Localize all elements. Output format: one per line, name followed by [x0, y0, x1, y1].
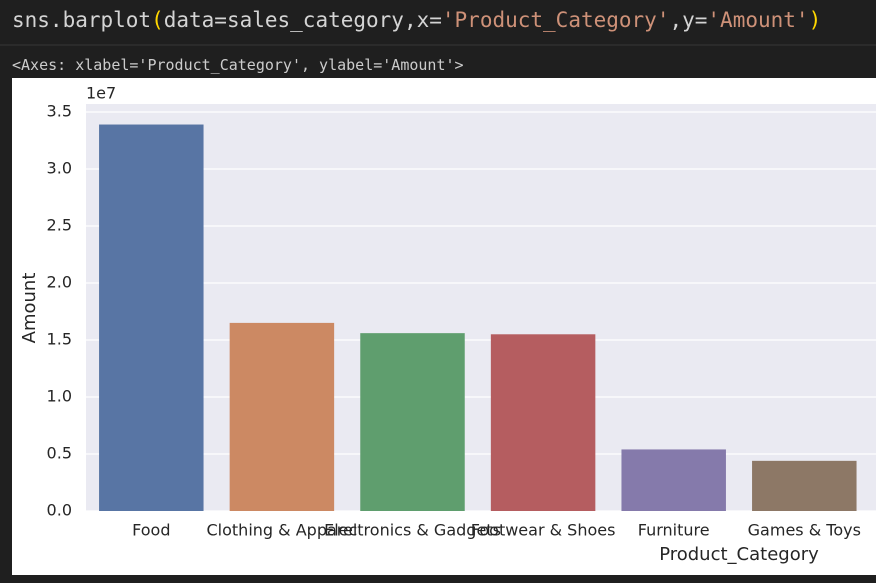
x-tick-label: Games & Toys — [748, 521, 861, 540]
y-axis-label: Amount — [19, 273, 40, 344]
bar — [621, 449, 726, 511]
x-tick-label: Electronics & Gadgets — [324, 521, 501, 540]
y-tick-label: 2.0 — [47, 272, 72, 291]
y-tick-label: 3.5 — [47, 101, 72, 120]
code-token: sns.barplot — [12, 8, 152, 32]
y-tick-label: 2.5 — [47, 215, 72, 234]
offset-text: 1e7 — [86, 84, 116, 103]
x-axis-label: Product_Category — [659, 544, 819, 565]
cell-output: <Axes: xlabel='Product_Category', ylabel… — [12, 56, 464, 74]
y-tick-label: 0.0 — [47, 501, 72, 520]
separator — [0, 44, 876, 46]
plot-area — [86, 104, 876, 511]
bar — [752, 460, 857, 511]
code-token: data=sales_category,x= — [163, 8, 442, 32]
y-tick-label: 3.0 — [47, 158, 72, 177]
y-tick-label: 1.5 — [47, 329, 72, 348]
code-cell: sns.barplot(data=sales_category,x='Produ… — [12, 2, 821, 38]
bar — [360, 333, 465, 511]
code-token: ( — [151, 8, 164, 32]
x-tick-label: Footwear & Shoes — [471, 521, 616, 540]
x-tick-label: Furniture — [638, 521, 710, 540]
chart: 0.0 0.5 1.0 1.5 2.0 2.5 3.0 3.5 1e7 Amount Product… — [12, 78, 876, 575]
y-tick-label: 0.5 — [47, 443, 72, 462]
code-token: 'Product_Category' — [441, 8, 670, 32]
bar — [229, 322, 335, 511]
bar — [99, 124, 204, 512]
code-token: 'Amount' — [707, 8, 809, 32]
bar — [490, 334, 596, 511]
y-tick-label: 1.0 — [47, 386, 72, 405]
x-tick-label: Food — [132, 521, 170, 540]
x-tick-label: Clothing & Apparel — [207, 521, 358, 540]
code-token: ,y= — [669, 8, 708, 32]
code-token: ) — [808, 8, 822, 32]
